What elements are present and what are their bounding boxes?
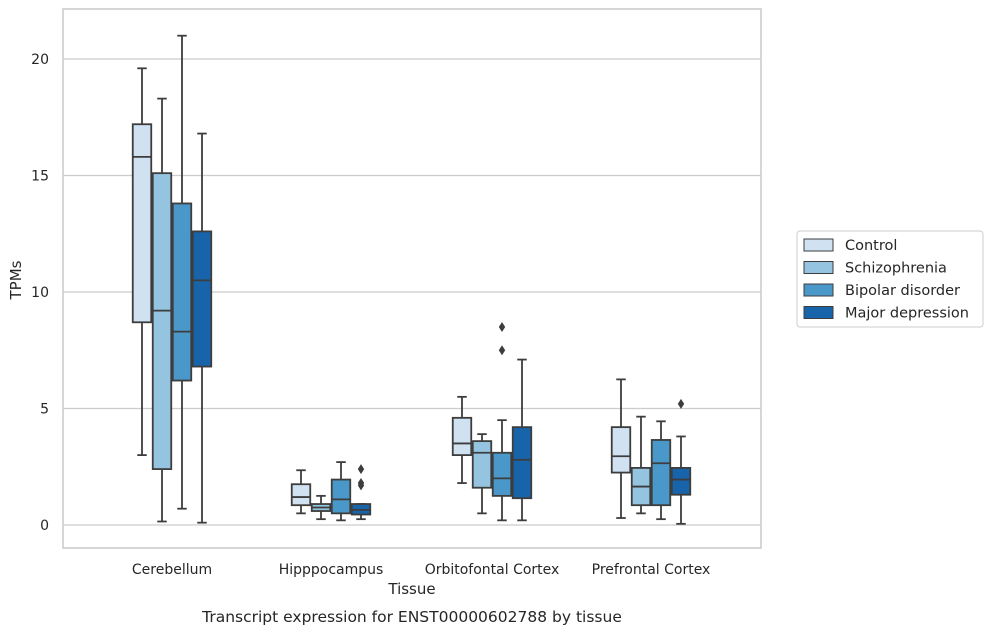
box-iqr	[491, 451, 513, 497]
y-tick-labels: 0 5 10 15 20	[31, 52, 49, 534]
box-iqr	[191, 230, 213, 368]
legend-swatch	[803, 238, 834, 252]
x-tick-label: Orbitofontal Cortex	[425, 562, 560, 578]
x-tick-label: Prefrontal Cortex	[592, 562, 711, 578]
legend-label: Schizophrenia	[845, 261, 947, 277]
box-iqr	[451, 416, 473, 457]
box-iqr	[151, 172, 173, 470]
legend-swatch	[803, 306, 834, 319]
legend-frame	[796, 230, 984, 328]
box-iqr	[511, 426, 533, 500]
outlier-point	[357, 464, 365, 475]
box-iqr	[610, 426, 632, 474]
box-group-2	[451, 321, 533, 522]
legend: Control Schizophrenia Bipolar disorder Majo…	[796, 230, 984, 328]
y-tick-label: 20	[31, 52, 49, 68]
x-tick-labels: Cerebellum Hipppocampus Orbitofontal Corte…	[132, 562, 710, 578]
box-group-3	[610, 378, 692, 525]
box-iqr	[290, 483, 312, 507]
plot-frame	[62, 8, 762, 549]
x-tick-label: Cerebellum	[132, 562, 212, 578]
outlier-point	[677, 398, 685, 409]
x-tick-label: Hipppocampus	[279, 562, 384, 578]
legend-label: Major depression	[845, 306, 969, 322]
legend-swatch	[803, 261, 834, 274]
legend-label: Control	[845, 238, 897, 254]
outlier-point	[498, 321, 506, 332]
box-group-0	[131, 34, 213, 524]
box-iqr	[131, 123, 153, 324]
chart-caption: Transcript expression for ENST0000060278…	[201, 608, 622, 626]
legend-swatch	[803, 283, 834, 297]
y-axis-label: TPMs	[7, 260, 25, 300]
box-iqr	[650, 439, 672, 507]
box-groups	[131, 34, 692, 525]
y-tick-label: 5	[40, 402, 49, 418]
box-iqr	[171, 202, 193, 382]
y-tick-label: 15	[31, 169, 49, 185]
y-tick-label: 0	[40, 518, 49, 534]
y-tick-label: 10	[31, 285, 49, 301]
legend-label: Bipolar disorder	[845, 283, 960, 299]
x-axis-label: Tissue	[387, 580, 435, 598]
outlier-point	[357, 478, 365, 489]
box-iqr	[471, 440, 493, 489]
box-iqr	[670, 467, 692, 496]
outlier-point	[498, 345, 506, 356]
box-iqr	[330, 478, 352, 515]
box-group-1	[290, 461, 372, 522]
